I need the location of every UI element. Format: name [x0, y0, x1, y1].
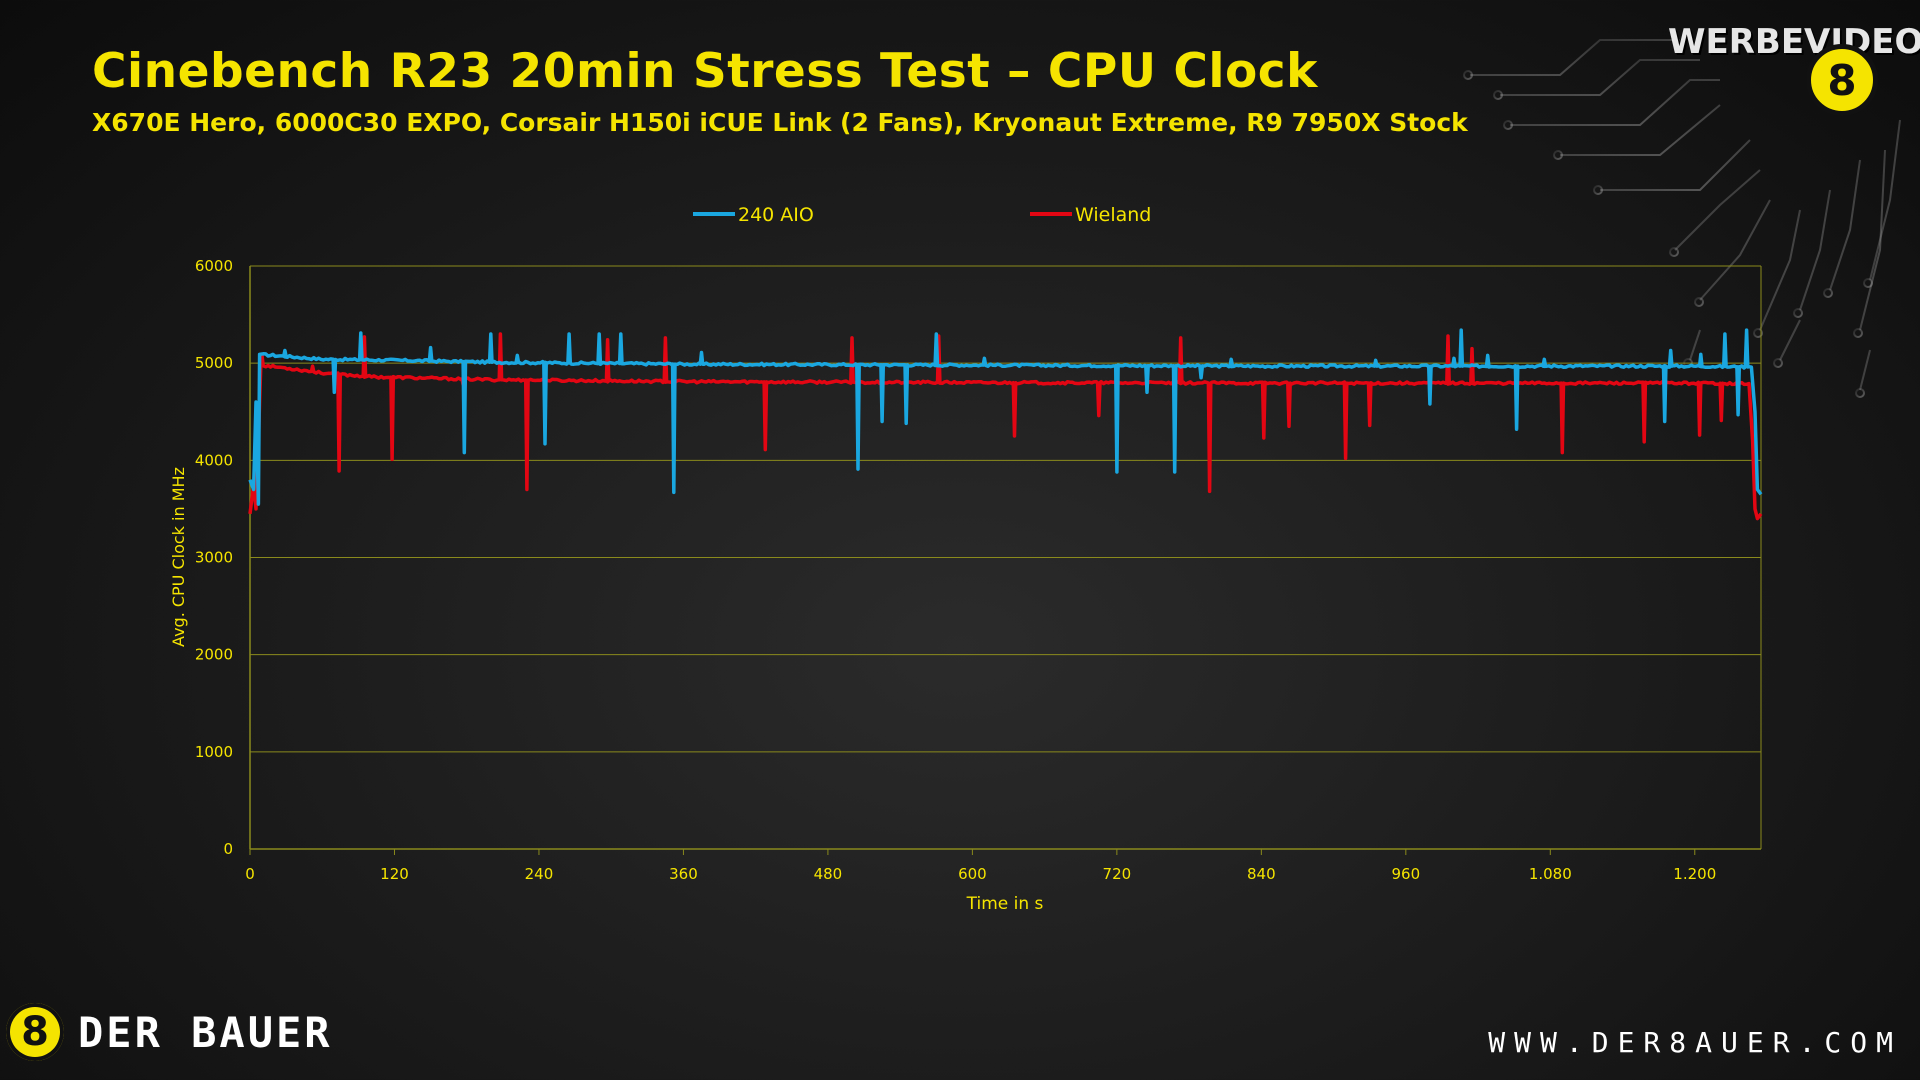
watermark-badge-icon: 8 [1806, 44, 1878, 116]
x-tick-label: 720 [1103, 865, 1132, 883]
y-tick-label: 6000 [195, 257, 233, 275]
x-axis-label: Time in s [966, 894, 1044, 914]
y-axis-label: Avg. CPU Clock in MHz [169, 467, 188, 647]
legend-label: 240 AIO [738, 204, 814, 226]
circuit-decoration [1463, 39, 1901, 398]
x-tick-label: 360 [669, 865, 698, 883]
watermark-text: WERBEVIDEO [1668, 22, 1920, 62]
y-tick-label: 1000 [195, 743, 233, 761]
grid [250, 265, 1762, 849]
chart-subtitle: X670E Hero, 6000C30 EXPO, Corsair H150i … [92, 108, 1468, 137]
series-layer [248, 328, 1763, 521]
x-tick-label: 1.200 [1673, 865, 1716, 883]
axes [249, 266, 1761, 855]
y-tick-label: 2000 [195, 646, 233, 664]
y-tick-labels: 0 1000 2000 3000 4000 5000 6000 [195, 257, 233, 858]
brand-logo-text: DER BAUER [78, 1007, 333, 1057]
brand-badge-icon: 8 [6, 1003, 64, 1061]
x-tick-label: 480 [814, 865, 843, 883]
chart-title: Cinebench R23 20min Stress Test – CPU Cl… [92, 44, 1318, 99]
brand-logo: 8 DER BAUER [6, 1003, 333, 1061]
y-tick-label: 0 [223, 840, 233, 858]
website-url: WWW.DER8AUER.COM [1488, 1026, 1902, 1059]
x-tick-label: 120 [380, 865, 409, 883]
y-tick-label: 4000 [195, 451, 233, 469]
legend: 240 AIO Wieland [693, 204, 1151, 226]
x-tick-label: 960 [1392, 865, 1421, 883]
x-tick-label: 240 [525, 865, 554, 883]
legend-label: Wieland [1075, 204, 1151, 226]
x-tick-labels: 0 120 240 360 480 600 720 840 960 1.080 1.200 [245, 865, 1716, 883]
x-tick-label: 1.080 [1529, 865, 1572, 883]
y-tick-label: 5000 [195, 354, 233, 372]
x-tick-label: 840 [1247, 865, 1276, 883]
series-line-wieland [248, 332, 1763, 521]
y-tick-label: 3000 [195, 549, 233, 567]
x-tick-label: 600 [958, 865, 987, 883]
series-line-240-aio [248, 328, 1763, 506]
x-tick-label: 0 [245, 865, 255, 883]
